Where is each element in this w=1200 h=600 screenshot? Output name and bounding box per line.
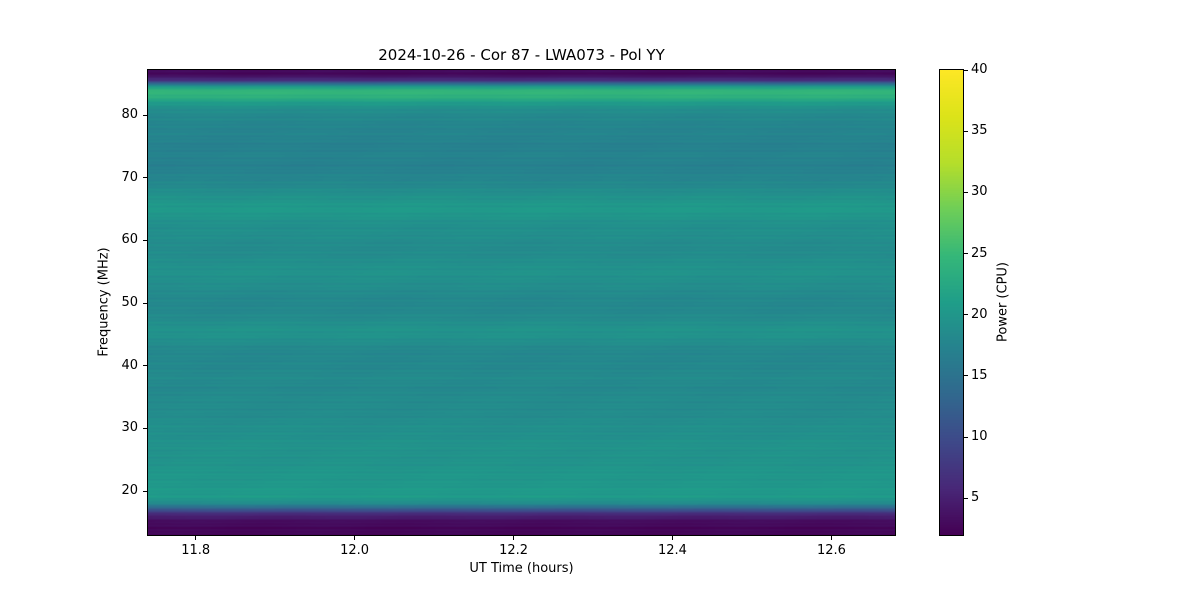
y-tick-label: 40 bbox=[121, 357, 138, 373]
colorbar-tick-label: 35 bbox=[971, 123, 988, 139]
colorbar-tick-mark bbox=[964, 436, 968, 438]
y-tick-mark bbox=[143, 302, 147, 304]
x-tick-mark bbox=[830, 536, 832, 540]
chart-title: 2024-10-26 - Cor 87 - LWA073 - Pol YY bbox=[378, 46, 665, 64]
y-tick-mark bbox=[143, 490, 147, 492]
x-tick-mark bbox=[513, 536, 515, 540]
y-tick-label: 80 bbox=[121, 107, 138, 123]
y-tick-mark bbox=[143, 114, 147, 116]
colorbar-tick-mark bbox=[964, 69, 968, 71]
y-tick-label: 30 bbox=[121, 420, 138, 436]
x-tick-mark bbox=[354, 536, 356, 540]
colorbar-label: Power (CPU) bbox=[995, 261, 1011, 343]
y-tick-mark bbox=[143, 365, 147, 367]
colorbar-tick-label: 40 bbox=[971, 62, 988, 77]
colorbar-canvas bbox=[939, 69, 964, 536]
colorbar-tick-label: 10 bbox=[971, 429, 988, 445]
heatmap-canvas bbox=[147, 69, 896, 536]
x-tick-label: 11.8 bbox=[181, 543, 211, 558]
x-tick-mark bbox=[195, 536, 197, 540]
colorbar-tick-mark bbox=[964, 130, 968, 132]
y-tick-label: 70 bbox=[121, 169, 138, 185]
colorbar-tick-label: 25 bbox=[971, 245, 988, 261]
y-tick-mark bbox=[143, 177, 147, 179]
colorbar-tick-mark bbox=[964, 191, 968, 193]
colorbar-tick-label: 20 bbox=[971, 306, 988, 322]
y-tick-label: 20 bbox=[121, 483, 138, 499]
x-tick-label: 12.0 bbox=[340, 543, 370, 558]
x-tick-label: 12.6 bbox=[816, 543, 846, 558]
x-tick-label: 12.4 bbox=[658, 543, 687, 558]
colorbar-tick-label: 15 bbox=[971, 367, 988, 383]
colorbar-tick-mark bbox=[964, 314, 968, 316]
colorbar-tick-mark bbox=[964, 497, 968, 499]
colorbar-tick-label: 5 bbox=[971, 490, 980, 506]
x-tick-mark bbox=[671, 536, 673, 540]
colorbar-tick-mark bbox=[964, 253, 968, 255]
colorbar-tick-mark bbox=[964, 375, 968, 377]
y-tick-mark bbox=[143, 239, 147, 241]
colorbar-tick-label: 30 bbox=[971, 184, 988, 200]
x-tick-label: 12.2 bbox=[499, 543, 529, 558]
y-tick-label: 60 bbox=[121, 232, 138, 248]
x-axis-label: UT Time (hours) bbox=[469, 561, 574, 576]
y-tick-mark bbox=[143, 427, 147, 429]
y-tick-label: 50 bbox=[121, 295, 138, 311]
